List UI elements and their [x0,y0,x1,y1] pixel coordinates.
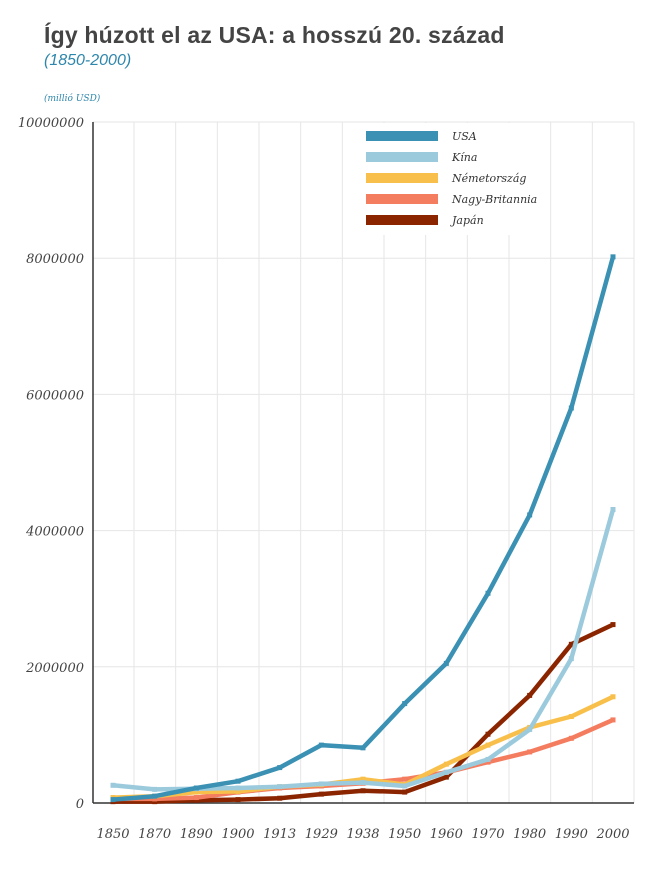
y-tick-label: 8000000 [26,252,84,267]
data-point [527,512,533,518]
data-point [485,759,491,765]
data-point [485,742,491,748]
axes [92,122,634,804]
y-tick-label: 0 [76,797,84,812]
data-point [277,795,283,801]
x-tick-label: 1850 [96,827,129,842]
data-point [485,731,491,737]
data-point [318,742,324,748]
grid [93,121,635,804]
data-point [235,788,241,794]
data-point [152,786,158,792]
legend-swatch [366,152,438,162]
data-point [110,782,116,788]
x-tick-label: 1970 [471,827,504,842]
data-point [152,796,158,802]
data-point [152,793,158,799]
x-tick-label: 1890 [180,827,213,842]
x-tick-label: 1938 [346,827,379,842]
data-point [610,694,616,700]
data-point [568,656,574,662]
data-point [402,783,408,789]
data-point [610,622,616,628]
data-point [360,776,366,782]
data-point [485,590,491,596]
chart-subtitle: (1850-2000) [44,52,132,69]
y-tick-label: 4000000 [25,525,84,540]
data-point [443,774,449,780]
data-point [610,506,616,512]
legend-swatch [366,194,438,204]
x-tick-label: 1980 [513,827,546,842]
y-tick-label: 2000000 [25,661,84,676]
data-point [235,778,241,784]
data-point [568,641,574,647]
data-point [485,756,491,762]
x-tick-label: 1870 [138,827,171,842]
legend-swatch [366,131,438,141]
data-point [402,789,408,795]
tick-labels: 0 2000000 4000000 6000000 8000000 10000000 185… [18,116,630,842]
y-tick-label: 6000000 [26,388,84,403]
data-point [610,254,616,260]
x-tick-label: 1960 [430,827,463,842]
data-point [360,788,366,794]
x-tick-label: 1950 [388,827,421,842]
legend-label: Németország [451,172,526,185]
data-point [527,726,533,732]
data-point [402,776,408,782]
legend-swatch [366,173,438,183]
data-point [527,692,533,698]
data-point [110,797,116,803]
data-point [610,717,616,723]
data-point [277,765,283,771]
x-tick-label: 1900 [221,827,254,842]
legend-label: Kína [451,151,477,164]
data-point [318,791,324,797]
data-point [443,761,449,767]
legend: USA Kína Németország Nagy-Britannia Japán [357,123,549,235]
x-tick-label: 2000 [595,827,629,842]
legend-swatch [366,215,438,225]
x-tick-label: 1990 [555,827,588,842]
legend-label: USA [452,130,477,143]
data-point [318,781,324,787]
chart-title: Így húzott el az USA: a hosszú 20. száza… [44,22,505,48]
data-point [443,769,449,775]
data-point [235,785,241,791]
data-point [568,405,574,411]
data-point [277,784,283,790]
data-point [443,660,449,666]
data-point [568,735,574,741]
data-point [402,701,408,707]
series-lines [110,254,616,805]
data-point [527,749,533,755]
data-point [152,799,158,805]
y-tick-label: 10000000 [18,116,84,131]
data-point [360,745,366,751]
data-point [193,785,199,791]
legend-label: Japán [450,214,484,227]
data-point [360,780,366,786]
legend-label: Nagy-Britannia [451,193,537,206]
x-tick-label: 1929 [305,827,338,842]
data-point [568,714,574,720]
data-point [193,797,199,803]
data-point [193,795,199,801]
x-tick-label: 1913 [263,827,296,842]
y-axis-unit-label: (millió USD) [44,94,101,104]
data-point [235,797,241,803]
data-point [193,789,199,795]
